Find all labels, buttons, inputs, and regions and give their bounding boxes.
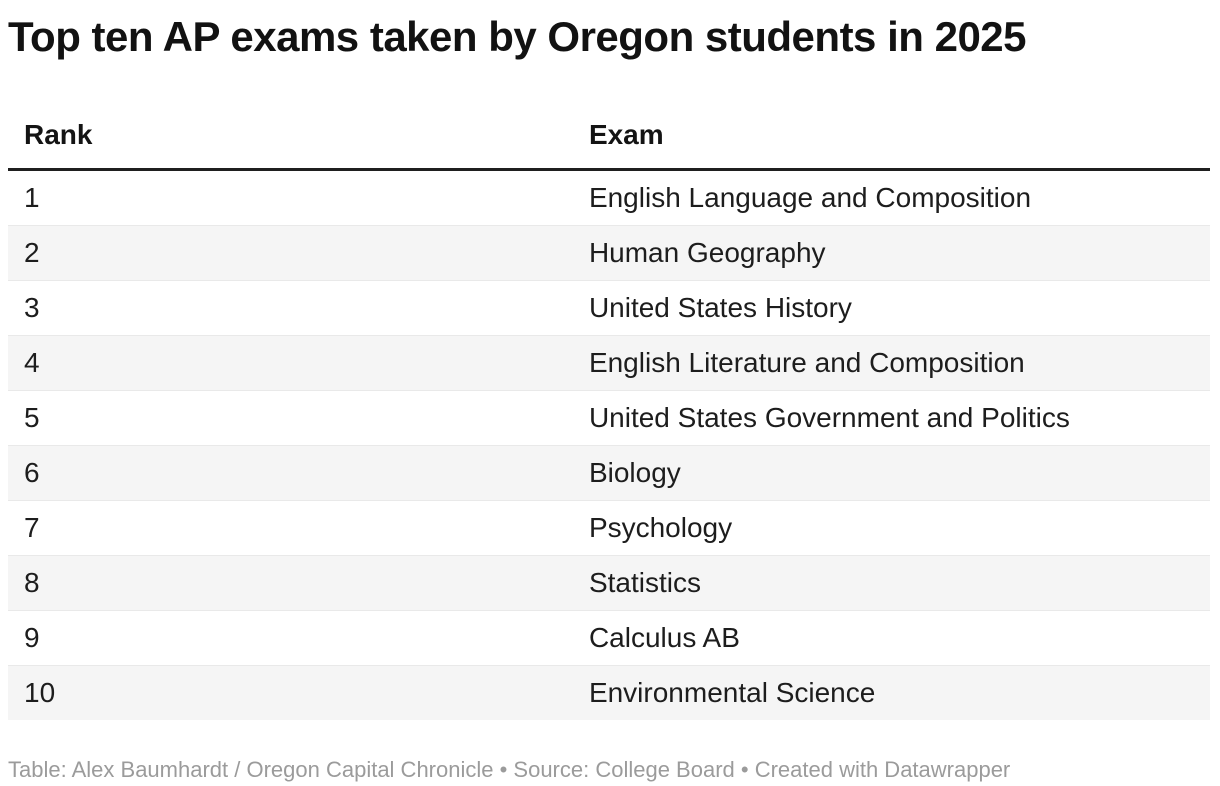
table-row: 9 Calculus AB [8, 610, 1210, 666]
exam-cell: Psychology [572, 500, 1210, 556]
table-row: 5 United States Government and Politics [8, 390, 1210, 446]
ap-exams-table: Rank Exam 1 English Language and Composi… [8, 120, 1210, 720]
table-row: 4 English Literature and Composition [8, 335, 1210, 391]
rank-cell: 7 [8, 500, 573, 556]
table-row: 7 Psychology [8, 500, 1210, 556]
rank-cell: 1 [24, 182, 40, 213]
table-header: Rank Exam [8, 120, 1210, 171]
table-row: 1 English Language and Composition [8, 169, 1210, 226]
header-row: Rank Exam [8, 120, 1210, 171]
rank-cell: 4 [8, 335, 573, 391]
table-body: 1 English Language and Composition 2 Hum… [8, 169, 1210, 720]
column-header-rank: Rank [8, 120, 573, 171]
page-title: Top ten AP exams taken by Oregon student… [8, 13, 1027, 60]
rank-cell: 6 [8, 445, 573, 501]
table-row: 8 Statistics [8, 555, 1210, 611]
exam-cell: Human Geography [572, 225, 1210, 281]
rank-cell: 8 [8, 555, 573, 611]
exam-cell: English Literature and Composition [572, 335, 1210, 391]
column-header-exam: Exam [572, 120, 1210, 171]
table-row: 3 United States History [8, 280, 1210, 336]
table-row: 10 Environmental Science [8, 665, 1210, 720]
exam-cell: Calculus AB [572, 610, 1210, 666]
rank-cell: 9 [8, 610, 573, 666]
exam-cell: English Language and Composition [588, 182, 1032, 213]
exam-cell: Environmental Science [572, 665, 1210, 720]
exam-cell: United States Government and Politics [572, 390, 1210, 446]
table-row: 2 Human Geography [8, 225, 1210, 281]
rank-cell: 5 [8, 390, 573, 446]
exam-cell: Statistics [572, 555, 1210, 611]
exam-cell: United States History [572, 280, 1210, 336]
attribution-credit: Table: Alex Baumhardt / Oregon Capital C… [8, 757, 1011, 782]
rank-cell: 2 [8, 225, 573, 281]
table-row: 6 Biology [8, 445, 1210, 501]
exam-cell: Biology [572, 445, 1210, 501]
rank-cell: 3 [8, 280, 573, 336]
rank-cell: 10 [8, 665, 573, 720]
